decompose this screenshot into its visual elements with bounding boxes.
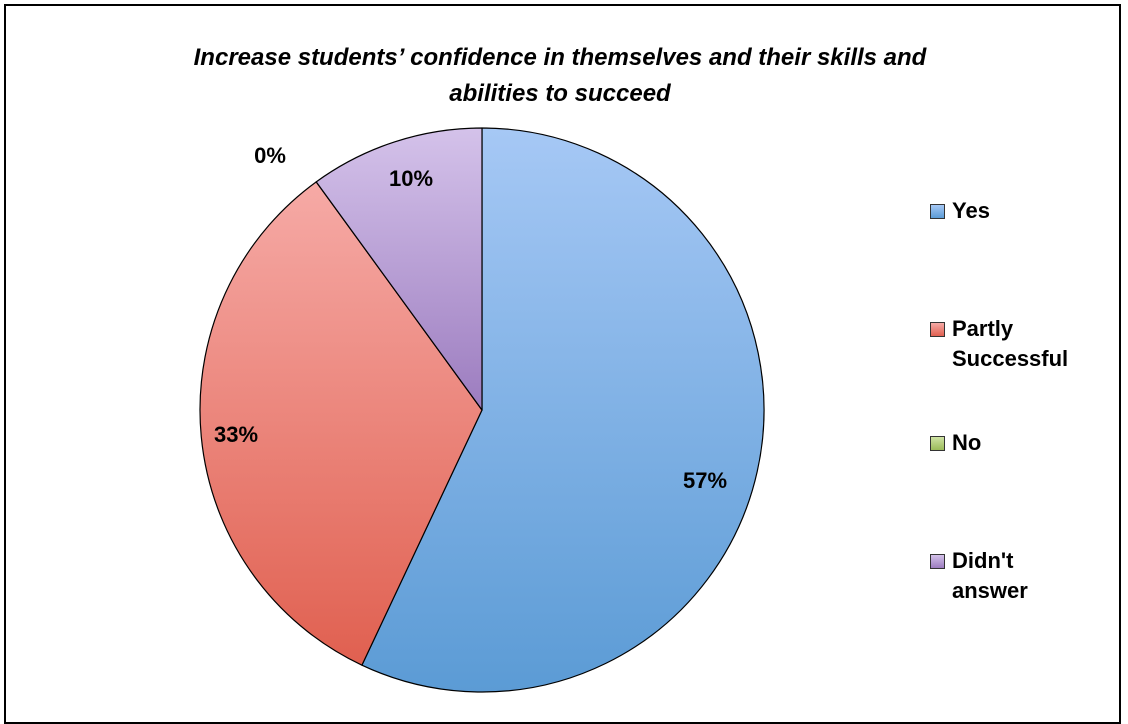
legend-item-no: No bbox=[930, 428, 1112, 458]
legend-label-partly-successful-line-2: Successful bbox=[952, 346, 1069, 371]
legend-swatch-partly-successful bbox=[930, 322, 945, 337]
data-label-yes: 57% bbox=[683, 468, 727, 493]
pie-slice-partly-successful bbox=[199, 181, 483, 666]
chart-title: Increase students’ confidence in themsel… bbox=[60, 40, 1060, 112]
legend-label-didnt-answer-line-1: Didn't bbox=[952, 548, 1014, 573]
legend-item-yes: Yes bbox=[930, 196, 1112, 226]
pie-slice-didnt-answer bbox=[315, 127, 483, 411]
legend-swatch-yes bbox=[930, 204, 945, 219]
data-label-no: 0% bbox=[254, 143, 286, 168]
chart-title-line-2: abilities to succeed bbox=[449, 80, 671, 107]
legend-item-didnt-answer: Didn't answer bbox=[930, 546, 1112, 606]
data-label-didnt-answer: 10% bbox=[389, 166, 433, 191]
legend-label-partly-successful: Partly Successful bbox=[952, 314, 1112, 374]
legend-swatch-no bbox=[930, 436, 945, 451]
pie-slice-yes bbox=[361, 127, 765, 693]
legend-label-no: No bbox=[952, 428, 1112, 458]
legend-item-partly-successful: Partly Successful bbox=[930, 314, 1112, 374]
legend-swatch-didnt-answer bbox=[930, 554, 945, 569]
legend-label-partly-successful-line-1: Partly bbox=[952, 316, 1014, 341]
legend-label-no-line-1: No bbox=[952, 430, 982, 455]
legend-label-yes: Yes bbox=[952, 196, 1112, 226]
legend-label-yes-line-1: Yes bbox=[952, 198, 990, 223]
chart-title-line-1: Increase students’ confidence in themsel… bbox=[193, 44, 927, 71]
legend-label-didnt-answer: Didn't answer bbox=[952, 546, 1112, 606]
data-label-partly-successful: 33% bbox=[214, 422, 258, 447]
legend-label-didnt-answer-line-2: answer bbox=[952, 578, 1028, 603]
